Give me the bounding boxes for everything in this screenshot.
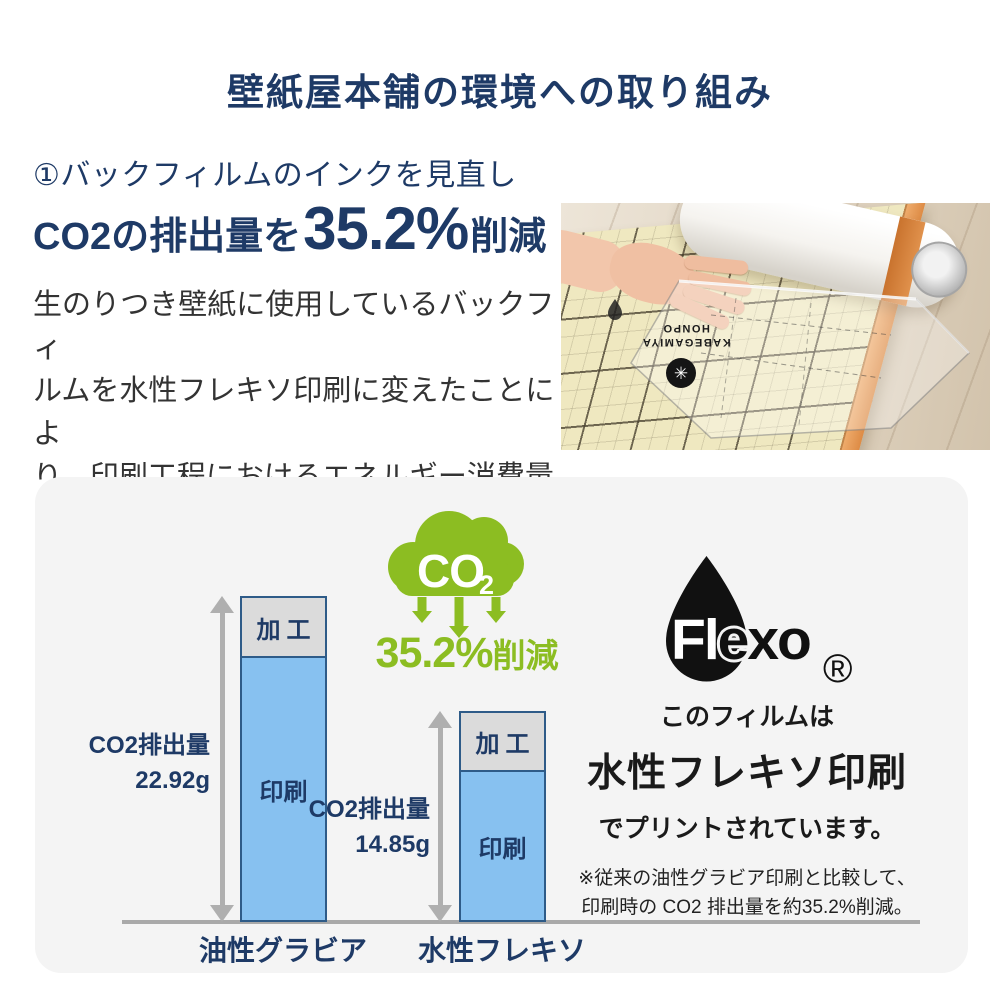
- segment-label: 印刷: [478, 835, 527, 863]
- body-line: 生のりつき壁紙に使用しているバックフィ: [33, 289, 555, 364]
- flexo-black-letters: exo: [717, 608, 812, 672]
- range-arrow-right-icon: [428, 711, 452, 922]
- film-stamp-icon: [666, 358, 696, 388]
- total-label-text: CO2排出量: [88, 732, 210, 759]
- film-edge-highlight: [678, 279, 917, 301]
- film-flexo-drop-mark: [608, 299, 622, 320]
- caption-line1: このフィルムは: [659, 703, 834, 731]
- transparent-film-overlay: KABEGAMIYA HONPO ✳: [608, 279, 971, 439]
- segment-label: 印刷: [259, 778, 308, 806]
- segment-label: 加工: [256, 616, 317, 644]
- headline-suffix: 削減: [470, 216, 547, 258]
- headline-prefix: CO2の排出量を: [33, 216, 302, 258]
- bar-segment-print: 印刷: [461, 772, 544, 920]
- film-fold-highlight: [915, 298, 970, 354]
- flexo-drop-icon: [666, 556, 747, 682]
- cloud-sub2-text: 2: [479, 570, 494, 600]
- reduction-suffix: 削減: [492, 637, 559, 674]
- svg-text:HONPO: HONPO: [662, 322, 710, 334]
- total-label-text: CO2排出量: [308, 796, 430, 823]
- total-co2-left: CO2排出量 22.92g: [75, 729, 210, 799]
- bar-segment-kako: 加工: [461, 713, 544, 772]
- headline-percentage: 35.2%: [303, 195, 469, 262]
- caption-note2: 印刷時の CO2 排出量を約35.2%削減。: [581, 897, 913, 919]
- body-line: ルムを水性フレキソ印刷に変えたことによ: [33, 375, 555, 450]
- caption-note1: ※従来の油性グラビア印刷と比較して、: [578, 868, 916, 889]
- svg-text:KABEGAMIYA: KABEGAMIYA: [641, 336, 730, 348]
- co2-cloud-icon: CO 2: [388, 511, 524, 638]
- bar-segment-print: 印刷: [242, 658, 325, 920]
- cloud-co-text: CO: [417, 545, 484, 597]
- flexo-wordmark: Flexo: [671, 612, 812, 669]
- film-mirrored-brand-text: KABEGAMIYA HONPO: [641, 322, 730, 348]
- total-value-text: 22.92g: [135, 766, 210, 794]
- registered-trademark-symbol: ®: [823, 647, 853, 691]
- reduction-callout: 35.2%削減: [357, 629, 577, 678]
- chart-baseline: [122, 920, 920, 924]
- flexo-caption: このフィルムは 水性フレキソ印刷 でプリントされています。 ※従来の油性グラビア…: [547, 697, 947, 923]
- reduction-value: 35.2%: [375, 629, 494, 677]
- bar-oil-gravure: 加工 印刷: [240, 596, 327, 922]
- total-co2-right: CO2排出量 14.85g: [295, 793, 430, 863]
- flexo-white-letters: Fl: [671, 608, 720, 672]
- photo-wallpaper-film: KABEGAMIYA HONPO ✳: [561, 203, 990, 450]
- bar-water-flexo: 加工 印刷: [459, 711, 546, 922]
- film-print-line: [720, 297, 737, 419]
- caption-line2: 水性フレキソ印刷: [586, 752, 907, 795]
- co2-reduction-headline: CO2の排出量を 35.2% 削減: [33, 199, 546, 260]
- category-label-oil-gravure: 油性グラビア: [198, 935, 367, 966]
- film-print-line: [798, 302, 812, 426]
- range-arrow-left-icon: [210, 596, 234, 922]
- caption-line3: でプリントされています。: [598, 815, 896, 843]
- comparison-panel: 加工 印刷 CO2排出量 22.92g 油性グラビア 加工 印刷 CO2排出量 …: [35, 477, 968, 973]
- page-title: 壁紙屋本舗の環境への取り組み: [227, 72, 773, 113]
- bar-segment-kako: 加工: [242, 598, 325, 658]
- total-value-text: 14.85g: [355, 830, 430, 858]
- film-print-line: [700, 352, 882, 379]
- film-stamp-glyph: ✳: [674, 364, 688, 383]
- film-print-line: [710, 314, 892, 336]
- step1-heading: ①バックフィルムのインクを見直し: [33, 159, 517, 192]
- segment-label: 加工: [475, 731, 536, 758]
- category-label-water-flexo: 水性フレキソ: [417, 935, 586, 966]
